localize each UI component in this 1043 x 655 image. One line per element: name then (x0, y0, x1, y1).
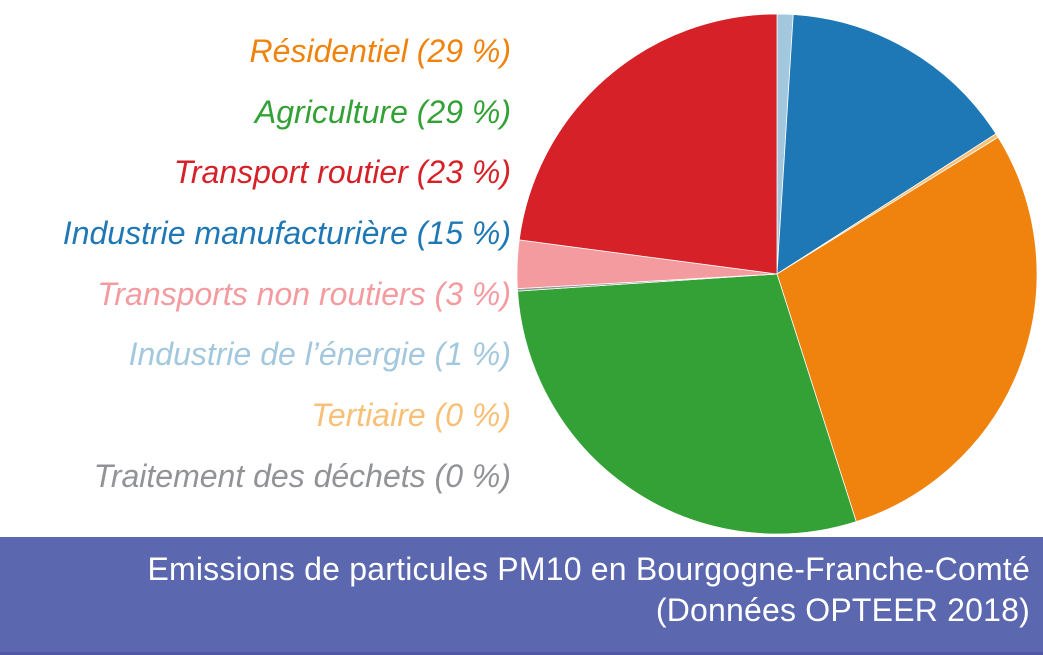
legend-item-industrie-manufacturiere: Industrie manufacturière (15 %) (62, 215, 511, 252)
legend-item-agriculture: Agriculture (29 %) (254, 93, 511, 130)
legend-item-industrie-energie: Industrie de l’énergie (1 %) (128, 336, 511, 373)
caption-banner: Emissions de particules PM10 en Bourgogn… (0, 537, 1043, 655)
chart-subtitle: (Données OPTEER 2018) (655, 592, 1030, 628)
pie-legend: Résidentiel (29 %) Agriculture (29 %) Tran… (0, 21, 511, 507)
legend-item-traitement-dechets: Traitement des déchets (0 %) (93, 457, 511, 494)
pie-slice-transport-routier (518, 13, 778, 275)
pie-slice-residentiel (776, 136, 1038, 523)
pie-slice-industrie-manufacturiere (776, 14, 997, 275)
legend-item-tertiaire: Tertiaire (0 %) (311, 397, 511, 434)
pie-slice-agriculture (517, 273, 857, 535)
legend-item-residentiel: Résidentiel (29 %) (249, 33, 511, 69)
chart-title: Emissions de particules PM10 en Bourgogn… (147, 551, 1030, 587)
legend-item-transports-non-routiers: Transports non routiers (3 %) (97, 275, 511, 312)
caption-text: Emissions de particules PM10 en Bourgogn… (147, 549, 1030, 631)
legend-item-transport-routier: Transport routier (23 %) (173, 154, 511, 191)
